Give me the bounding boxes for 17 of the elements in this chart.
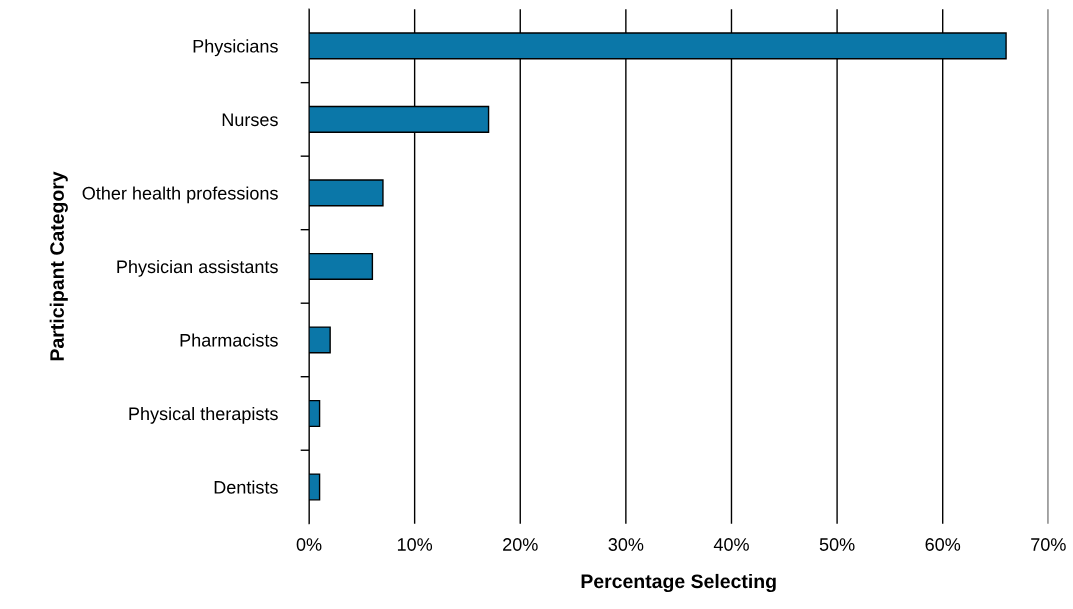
y-tick-label: Pharmacists <box>180 333 278 347</box>
x-tick-label: 40% <box>713 538 749 551</box>
x-tick-label: 0% <box>296 538 322 551</box>
y-tick-label: Physician assistants <box>117 259 278 277</box>
y-tick-label: Nurses <box>222 113 278 127</box>
x-axis-title: Percentage Selecting <box>581 573 776 593</box>
x-tick-label: 20% <box>503 538 538 551</box>
x-tick-label: 10% <box>397 538 433 551</box>
x-tick-label: 50% <box>819 538 855 551</box>
x-tick-label: 30% <box>608 538 644 551</box>
x-tick-label: 70% <box>1031 538 1066 551</box>
x-tick-label: 60% <box>925 538 961 551</box>
y-tick-label: Other health professions <box>82 186 278 204</box>
y-axis-title: Participant Category <box>49 171 68 361</box>
y-tick-label: Physicians <box>193 39 278 57</box>
y-tick-label: Physical therapists <box>129 406 278 424</box>
y-tick-label: Dentists <box>214 480 278 494</box>
